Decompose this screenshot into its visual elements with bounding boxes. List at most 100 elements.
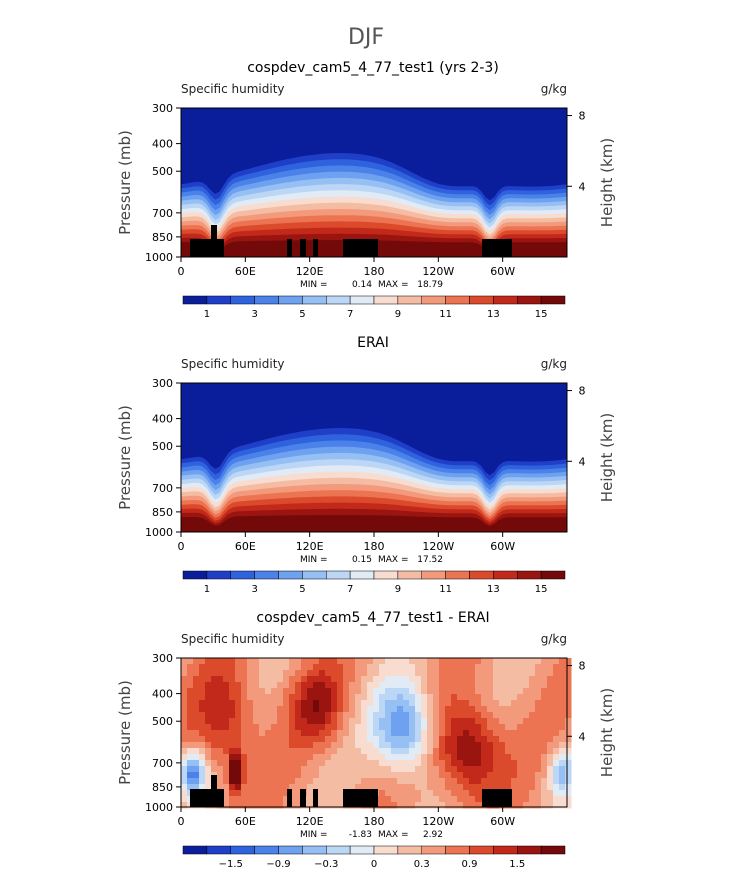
field-cell (307, 712, 314, 719)
field-cell (367, 712, 374, 719)
field-cell (499, 670, 506, 677)
field-cell (313, 760, 320, 767)
field-cell (427, 778, 434, 785)
field-cell (223, 682, 230, 689)
field-cell (397, 658, 404, 665)
field-cell (463, 778, 470, 785)
field-cell (217, 706, 224, 713)
field-cell (541, 766, 548, 773)
field-cell (463, 754, 470, 761)
field-cell (301, 664, 308, 671)
field-cell (463, 664, 470, 671)
field-cell (457, 700, 464, 707)
field-cell (421, 724, 428, 731)
field-cell (559, 766, 566, 773)
field-cell (325, 766, 332, 773)
field-cell (469, 730, 476, 737)
colorbar-swatch (540, 295, 566, 305)
field-cell (559, 736, 566, 743)
field-cell (277, 658, 284, 665)
field-cell (289, 766, 296, 773)
field-cell (223, 760, 230, 767)
field-cell (523, 730, 530, 737)
field-cell (451, 706, 458, 713)
field-cell (481, 706, 488, 713)
field-cell (265, 676, 272, 683)
field-cell (475, 658, 482, 665)
y-tick-label: 400 (152, 688, 173, 701)
field-cell (487, 682, 494, 689)
colorbar-label: 5 (299, 309, 305, 320)
field-cell (505, 664, 512, 671)
field-cell (553, 778, 560, 785)
field-cell (487, 748, 494, 755)
field-cell (325, 688, 332, 695)
field-cell (499, 658, 506, 665)
field-cell (457, 772, 464, 779)
field-cell (523, 772, 530, 779)
field-cell (463, 802, 470, 809)
field-cell (235, 754, 242, 761)
field-cell (547, 676, 554, 683)
field-cell (517, 700, 524, 707)
colorbar-swatch (469, 295, 494, 305)
field-cell (301, 748, 308, 755)
field-cell (211, 664, 218, 671)
field-cell (223, 754, 230, 761)
field-cell (361, 676, 368, 683)
field-cell (253, 766, 260, 773)
field-cell (385, 742, 392, 749)
field-cell (391, 760, 398, 767)
field-cell (337, 742, 344, 749)
field-cell (181, 658, 188, 665)
field-cell (523, 712, 530, 719)
field-cell (517, 784, 524, 791)
field-cell (331, 712, 338, 719)
field-cell (319, 664, 326, 671)
field-cell (325, 670, 332, 677)
field-cell (385, 730, 392, 737)
field-cell (493, 676, 500, 683)
topography-block (287, 239, 292, 257)
field-cell (499, 682, 506, 689)
field-cell (331, 802, 338, 809)
field-cell (379, 742, 386, 749)
units-label: g/kg (541, 82, 567, 96)
field-cell (361, 730, 368, 737)
field-cell (541, 664, 548, 671)
field-cell (181, 796, 188, 803)
field-cell (373, 742, 380, 749)
field-cell (313, 730, 320, 737)
field-cell (187, 718, 194, 725)
colorbar-swatch (278, 570, 303, 580)
field-cell (367, 724, 374, 731)
field-cell (469, 676, 476, 683)
field-cell (397, 724, 404, 731)
field-cell (379, 694, 386, 701)
field-cell (409, 664, 416, 671)
field-cell (463, 694, 470, 701)
field-cell (259, 664, 266, 671)
field-cell (403, 730, 410, 737)
field-cell (193, 772, 200, 779)
colorbar-label: 7 (347, 309, 353, 320)
min-value: 0.15 (352, 555, 372, 565)
field-cell (385, 772, 392, 779)
field-cell (385, 724, 392, 731)
field-cell (247, 742, 254, 749)
field-cell (463, 742, 470, 749)
field-cell (427, 700, 434, 707)
field-cell (331, 760, 338, 767)
field-cell (439, 760, 446, 767)
field-cell (427, 790, 434, 797)
field-cell (505, 778, 512, 785)
field-cell (397, 712, 404, 719)
field-cell (529, 766, 536, 773)
field-cell (481, 700, 488, 707)
colorbar-swatch (206, 570, 231, 580)
field-cell (523, 796, 530, 803)
field-cell (283, 802, 290, 809)
colorbar-label: 0 (371, 859, 377, 870)
field-cell (229, 778, 236, 785)
field-cell (205, 760, 212, 767)
